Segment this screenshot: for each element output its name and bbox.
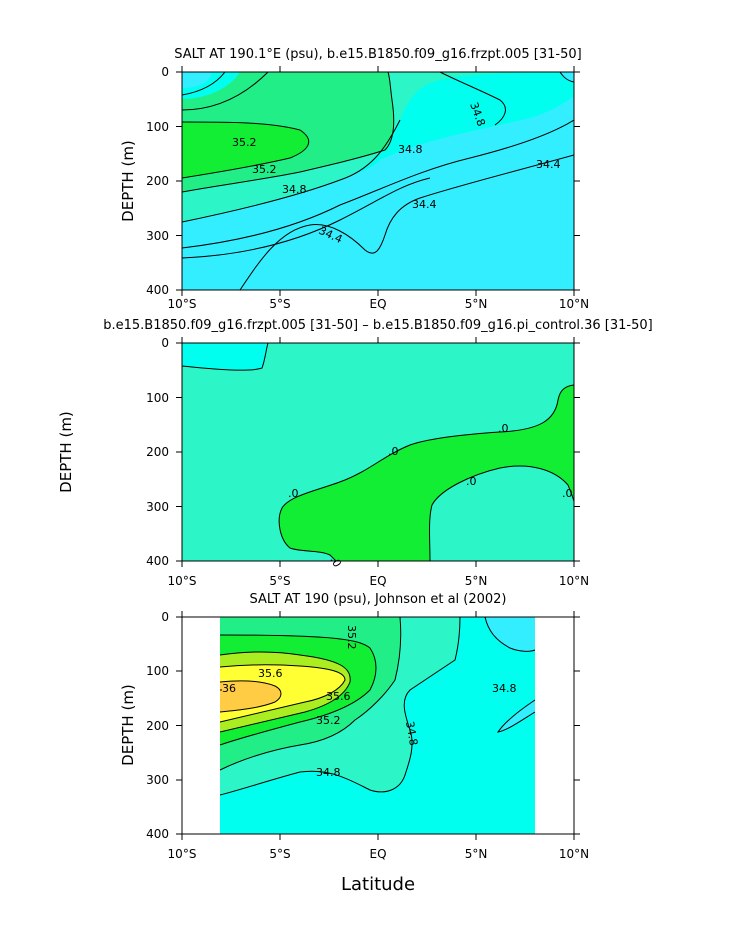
- panel-1-contour-348c: [439, 72, 506, 126]
- panel-3-xtick-3: 5°N: [465, 847, 488, 861]
- panel-2-title: b.e15.B1850.f09_g16.frzpt.005 [31-50] – …: [103, 318, 652, 333]
- panel-1-xtick-1: 5°S: [269, 297, 290, 311]
- panel-2-ytick-0: 0: [161, 336, 169, 350]
- panel-1-fill-356: [182, 122, 309, 178]
- panel-3-contour-360: [219, 664, 346, 723]
- panel-3-fill-362: [220, 680, 281, 712]
- panel-3-clabel-7: 34.8: [316, 766, 341, 779]
- panel-1: SALT AT 190.1°E (psu), b.e15.B1850.f09_g…: [119, 47, 589, 311]
- panel-3-contour-352: [219, 617, 402, 771]
- panel-3-xtick-0: 10°S: [168, 847, 197, 861]
- panel-3-contour-362: [219, 680, 282, 713]
- panel-3-xtick-2: EQ: [369, 847, 386, 861]
- panel-2-fill-neg: [182, 343, 268, 371]
- panel-3-contour-354: [219, 634, 377, 746]
- panel-3-title: SALT AT 190 (psu), Johnson et al (2002): [249, 592, 506, 607]
- panel-2-contour-b: [278, 384, 574, 561]
- panel-1-xtick-3: 5°N: [465, 297, 488, 311]
- panel-2-contours: [182, 343, 574, 561]
- panel-3-clabel-1: 35.2: [345, 625, 358, 650]
- panel-1-contours: [182, 72, 574, 290]
- panel-3-xlabel: Latitude: [341, 874, 415, 895]
- panel-3-clabel-0: 35.6: [258, 667, 283, 680]
- panel-3-ytick-2: 200: [146, 719, 169, 733]
- panel-2-xtick-2: EQ: [369, 574, 386, 588]
- panel-1-contour-corner-c: [559, 72, 574, 83]
- panel-2-ytick-3: 300: [146, 500, 169, 514]
- panel-2-xtick-1: 5°S: [269, 574, 290, 588]
- panel-2-fill-pos: [279, 385, 574, 561]
- panel-1-ytick-0: 0: [161, 65, 169, 79]
- panel-3-ylabel: DEPTH (m): [119, 684, 137, 766]
- panel-2-clabel-4: .0: [562, 487, 573, 500]
- panel-3-field: [220, 617, 535, 834]
- panel-3-xtick-4: 10°N: [559, 847, 589, 861]
- panel-3-ytick-4: 400: [146, 827, 169, 841]
- panel-1-xtick-4: 10°N: [559, 297, 589, 311]
- panel-3-clabel-4: 35.2: [316, 714, 341, 727]
- panel-1-ytick-2: 200: [146, 174, 169, 188]
- panel-2-ticks: [176, 337, 580, 567]
- panel-3-ytick-0: 0: [161, 610, 169, 624]
- panel-1-xtick-2: EQ: [369, 297, 386, 311]
- panel-1-fill-corner2: [182, 72, 212, 88]
- panel-1-contour-344b: [239, 154, 574, 290]
- panel-1-field: [182, 72, 574, 290]
- panel-1-ytick-1: 100: [146, 120, 169, 134]
- panel-1-contour-352b: [182, 72, 395, 193]
- panel-3-fill-corner: [485, 617, 535, 652]
- panel-3-ytick-3: 300: [146, 773, 169, 787]
- panel-3-clabel-6: 34.8: [492, 682, 517, 695]
- panel-3-contour-348a: [219, 617, 461, 796]
- panel-1-clabel-3: 34.8: [282, 183, 307, 196]
- panel-1-contour-348b: [182, 119, 574, 249]
- panel-1-contour-352a: [182, 121, 310, 179]
- panel-3-ytick-1: 100: [146, 664, 169, 678]
- panel-3-clabel-5: 34.8: [403, 720, 420, 746]
- panel-3-clabel-2: 36: [222, 682, 236, 695]
- panel-1-ytick-4: 400: [146, 283, 169, 297]
- panel-2-clabel-1: .0: [388, 445, 399, 458]
- panel-3-contour-358: [219, 651, 351, 733]
- panel-1-contour-348a: [182, 119, 401, 223]
- panel-3-clabel-3: 35.6: [326, 690, 351, 703]
- panel-3-contours: [219, 617, 536, 796]
- panel-2-xtick-4: 10°N: [559, 574, 589, 588]
- panel-1-ylabel: DEPTH (m): [119, 140, 137, 222]
- panel-2-field: [182, 343, 574, 561]
- panel-2: b.e15.B1850.f09_g16.frzpt.005 [31-50] – …: [57, 318, 653, 588]
- panel-2-clabel-3: .0: [466, 475, 477, 488]
- panel-3-contour-348c: [496, 699, 536, 733]
- panel-3-xtick-1: 5°S: [269, 847, 290, 861]
- panel-2-xtick-3: 5°N: [465, 574, 488, 588]
- panel-2-contour-c: [429, 465, 574, 561]
- panel-2-ytick-4: 400: [146, 554, 169, 568]
- panel-2-clabel-2: .0: [288, 487, 299, 500]
- panel-2-ylabel: DEPTH (m): [57, 411, 75, 493]
- panel-1-ytick-3: 300: [146, 229, 169, 243]
- panel-2-xtick-0: 10°S: [168, 574, 197, 588]
- panel-1-contour-344a: [182, 177, 431, 259]
- panel-1-clabel-6: 34.4: [412, 198, 437, 211]
- panel-1-clabel-2: 34.8: [398, 143, 423, 156]
- panel-1-title: SALT AT 190.1°E (psu), b.e15.B1850.f09_g…: [174, 47, 581, 62]
- panel-1-ticks: [176, 66, 580, 296]
- panel-1-contour-corner-b: [182, 72, 269, 111]
- panel-1-xtick-0: 10°S: [168, 297, 197, 311]
- panel-2-ytick-2: 200: [146, 445, 169, 459]
- panel-1-clabel-1: 35.2: [252, 163, 277, 176]
- panel-3-ticks: [176, 611, 580, 840]
- panel-1-clabel-7: 34.4: [536, 158, 561, 171]
- panel-2-contour-a: [182, 343, 269, 371]
- panel-1-fill-corner3: [560, 72, 574, 81]
- panel-3-fill-tongue: [498, 700, 535, 732]
- panel-1-clabel-0: 35.2: [232, 136, 257, 149]
- panel-3: SALT AT 190 (psu), Johnson et al (2002) …: [119, 592, 589, 895]
- panel-3-contour-348b: [484, 617, 536, 652]
- panel-1-contour-corner-a: [182, 72, 226, 96]
- panel-2-clabel-0: .0: [498, 422, 509, 435]
- panel-2-ytick-1: 100: [146, 391, 169, 405]
